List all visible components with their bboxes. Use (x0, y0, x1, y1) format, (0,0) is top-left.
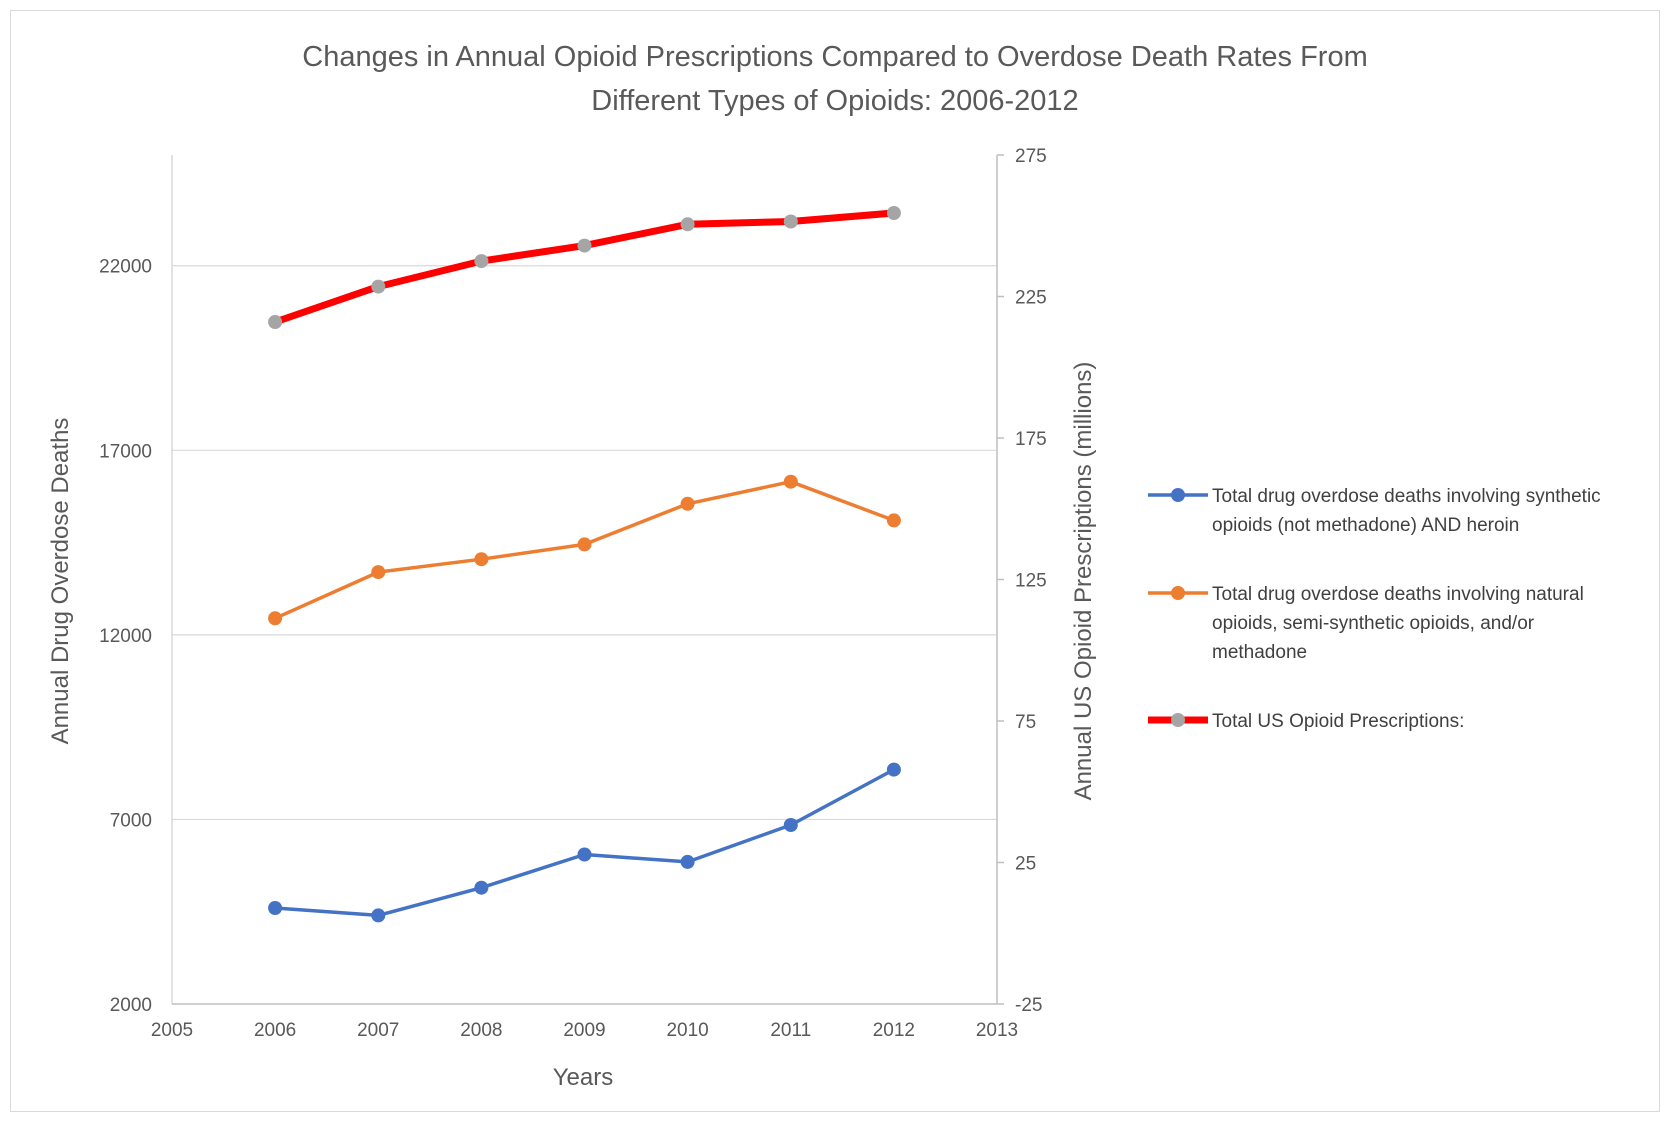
legend-label-1-1: opioids, semi-synthetic opioids, and/or (1212, 613, 1535, 634)
series-1 (268, 474, 901, 626)
series-0 (268, 762, 901, 923)
y-tick-label-0: 2000 (110, 995, 152, 1016)
x-tick-label-0: 2005 (151, 1020, 193, 1041)
series-2-point-6 (886, 206, 901, 220)
legend-label-1-2: methadone (1212, 642, 1307, 663)
x-tick-label-1: 2006 (254, 1020, 296, 1041)
y2-tick-label-1: 25 (1015, 854, 1036, 875)
series-2-point-4 (680, 217, 695, 232)
legend-entry-2: Total US Opioid Prescriptions: (1148, 711, 1464, 732)
series-2-point-2 (474, 254, 489, 269)
chart-title-line-2: Different Types of Opioids: 2006-2012 (591, 85, 1078, 117)
x-tick-label-4: 2009 (563, 1020, 605, 1041)
series-2-point-5 (783, 214, 798, 229)
series-1-point-1 (371, 565, 386, 580)
axes: 2005 2006 2007 2008 2009 2010 2011 2012 2013 2000… (99, 146, 1047, 1041)
legend-entry-0: Total drug overdose deaths involving syn… (1148, 486, 1601, 536)
gridlines (172, 265, 997, 821)
y2-tick-label-3: 125 (1015, 571, 1047, 592)
legend-label-2-0: Total US Opioid Prescriptions: (1212, 711, 1464, 732)
chart-frame (10, 10, 1660, 1112)
x-tick-label-6: 2011 (770, 1020, 811, 1041)
legend-label-0-1: opioids (not methadone) AND heroin (1212, 515, 1519, 536)
y-tick-label-2: 12000 (99, 626, 152, 647)
series-0-point-5 (783, 818, 798, 832)
y2-axis-title: Annual US Opioid Prescriptions (millions… (1070, 362, 1097, 801)
legend-swatch-marker-2 (1171, 713, 1185, 727)
series-0-line (273, 767, 896, 918)
x-tick-label-2: 2007 (357, 1020, 399, 1041)
y2-tick-label-6: 275 (1015, 146, 1047, 167)
series-1-point-2 (474, 552, 489, 567)
series-0-point-4 (680, 854, 695, 869)
series-1-point-4 (680, 496, 695, 511)
y-tick-label-4: 22000 (99, 257, 152, 278)
series-2-line (271, 209, 898, 326)
series-1-point-6 (886, 513, 901, 528)
series-area (268, 206, 901, 923)
series-2 (268, 206, 901, 329)
x-tick-label-5: 2010 (666, 1020, 708, 1041)
series-0-point-6 (886, 762, 901, 777)
chart-title-line-1: Changes in Annual Opioid Prescriptions C… (302, 41, 1367, 73)
legend-label-0-0: Total drug overdose deaths involving syn… (1212, 486, 1601, 507)
y-tick-label-1: 7000 (110, 810, 152, 831)
series-0-point-3 (577, 847, 592, 862)
series-0-point-0 (268, 901, 283, 915)
y-tick-label-3: 17000 (99, 441, 152, 462)
chart-text: Changes in Annual Opioid Prescriptions C… (47, 41, 1368, 1091)
series-1-point-3 (577, 537, 592, 552)
x-tick-label-3: 2008 (460, 1020, 502, 1041)
y2-tick-label-0: -25 (1015, 995, 1042, 1016)
series-2-point-1 (371, 279, 386, 294)
series-1-point-5 (783, 474, 798, 489)
legend-swatch-marker-0 (1171, 488, 1185, 502)
x-tick-label-7: 2012 (873, 1020, 915, 1041)
y2-tick-label-2: 75 (1015, 712, 1036, 733)
series-0-point-1 (371, 908, 386, 923)
legend-swatch-marker-1 (1171, 586, 1185, 600)
x-tick-label-8: 2013 (976, 1020, 1018, 1041)
series-0-point-2 (474, 880, 489, 895)
series-1-point-0 (268, 611, 283, 626)
x-axis-title: Years (553, 1064, 614, 1091)
series-2-point-0 (268, 315, 283, 329)
legend-label-1-0: Total drug overdose deaths involving nat… (1212, 584, 1584, 605)
legend-entry-1: Total drug overdose deaths involving nat… (1148, 584, 1584, 663)
series-2-point-3 (577, 238, 592, 253)
y-axis-title: Annual Drug Overdose Deaths (47, 418, 74, 745)
legend: Total drug overdose deaths involving syn… (1148, 486, 1601, 732)
y2-tick-label-5: 225 (1015, 288, 1047, 309)
y2-tick-label-4: 175 (1015, 429, 1047, 450)
